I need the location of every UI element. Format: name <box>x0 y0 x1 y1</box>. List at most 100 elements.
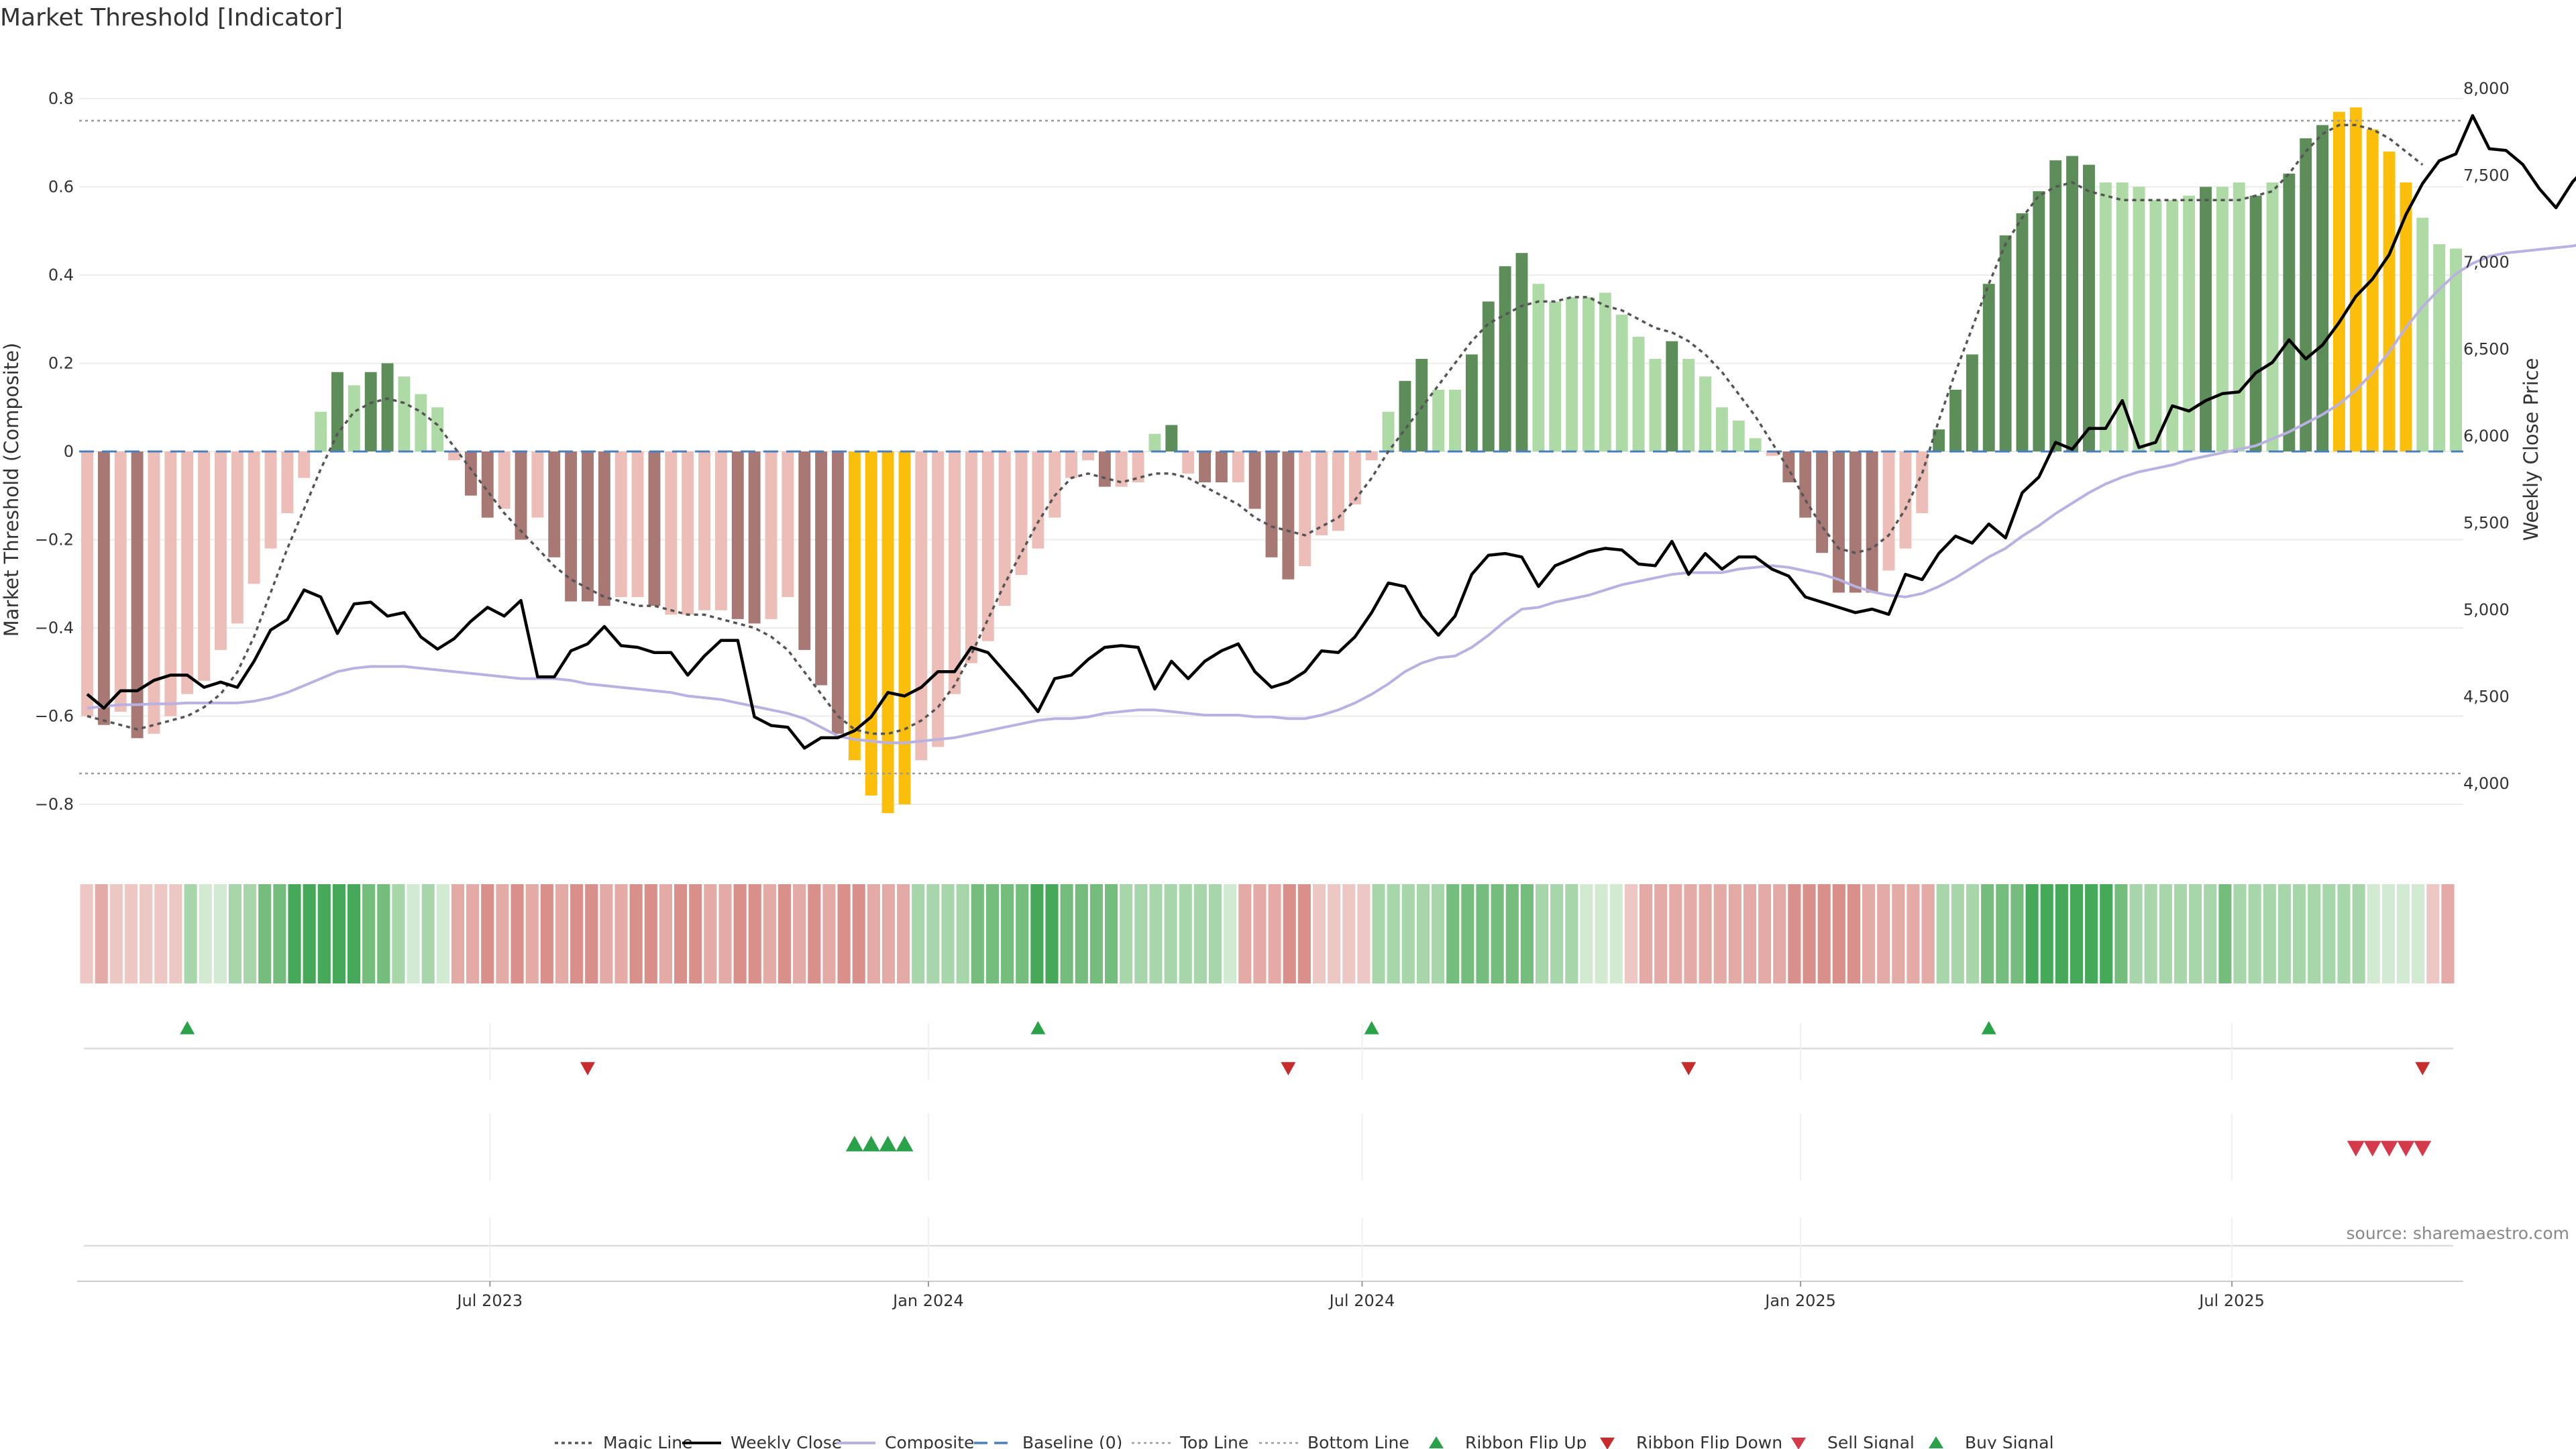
ribbon-cell <box>1134 884 1148 983</box>
ribbon-flip-up-marker <box>1981 1021 1996 1034</box>
composite-bar <box>248 451 260 584</box>
magic-line <box>87 123 2424 735</box>
composite-bar <box>832 451 844 734</box>
ribbon-cell <box>926 884 940 983</box>
ribbon-cell <box>2337 884 2351 983</box>
ribbon-cell <box>689 884 702 983</box>
ribbon-cell <box>1788 884 1801 983</box>
ribbon-cell <box>436 884 449 983</box>
ribbon-cell <box>511 884 524 983</box>
left-tick-label: −0.2 <box>35 531 74 549</box>
composite-bar <box>582 451 594 602</box>
composite-bar <box>1132 451 1144 483</box>
legend-label: Baseline (0) <box>1022 1433 1122 1449</box>
ribbon-cell <box>1253 884 1267 983</box>
ribbon-cell <box>1328 884 1341 983</box>
chart-title: Market Threshold [Indicator] <box>0 4 343 32</box>
legend-item: Buy Signal <box>1929 1433 2054 1449</box>
legend-item: Sell Signal <box>1791 1433 1915 1449</box>
legend-label: Weekly Close <box>731 1433 842 1449</box>
ribbon-cell <box>1297 884 1311 983</box>
composite-bar <box>1666 341 1678 451</box>
ribbon-cell <box>2055 884 2068 983</box>
legend-up-triangle-swatch <box>1929 1436 1943 1448</box>
composite-bar <box>2233 182 2245 451</box>
ribbon-cell <box>1862 884 1876 983</box>
composite-bar <box>2016 213 2029 451</box>
sell-signal-marker <box>2363 1140 2381 1157</box>
composite-bar <box>281 451 294 514</box>
composite-bar <box>2049 160 2062 452</box>
ribbon-cell <box>2263 884 2276 983</box>
composite-bar <box>782 451 794 597</box>
ribbon-cell <box>1817 884 1831 983</box>
composite-bar <box>1365 451 1378 461</box>
composite-bar <box>1465 354 1478 451</box>
ribbon-cell <box>2144 884 2157 983</box>
composite-bar <box>848 451 861 761</box>
composite-bar <box>2082 164 2095 451</box>
composite-bar <box>2300 138 2312 452</box>
ribbon-cell <box>1401 884 1415 983</box>
composite-bar <box>1832 451 1845 593</box>
ribbon-cell <box>1847 884 1860 983</box>
composite-bar <box>1432 389 1445 451</box>
ribbon-cell <box>2174 884 2188 983</box>
composite-bar <box>748 451 761 624</box>
composite-bar <box>1232 451 1244 483</box>
ribbon-cell <box>1238 884 1252 983</box>
composite-bar <box>1982 284 1995 451</box>
right-tick-label: 5,000 <box>2463 600 2510 619</box>
ribbon-flip-up-marker <box>180 1021 195 1034</box>
ribbon-cell <box>1268 884 1281 983</box>
composite-bar <box>682 451 694 615</box>
legend-label: Magic Line <box>603 1433 693 1449</box>
sell-signal-marker <box>2347 1140 2365 1157</box>
ribbon-cell <box>777 884 792 983</box>
composite-bar <box>214 451 227 650</box>
left-tick-label: 0.8 <box>48 89 74 108</box>
ribbon-cell <box>1045 884 1059 983</box>
ribbon-cell <box>154 884 168 983</box>
legend-label: Top Line <box>1179 1433 1248 1449</box>
composite-bar <box>347 385 360 451</box>
ribbon-cell <box>614 884 628 983</box>
ribbon-cell <box>763 884 776 983</box>
ribbon-flip-down-marker <box>1681 1062 1697 1075</box>
signal-markers <box>84 1021 2453 1278</box>
ribbon-cell <box>956 884 969 983</box>
composite-bar <box>2400 182 2412 451</box>
composite-bar <box>815 451 828 686</box>
ribbon-cell <box>555 884 569 983</box>
left-axis-title: Market Threshold (Composite) <box>0 343 23 637</box>
ribbon-flip-down-marker <box>580 1062 595 1075</box>
ribbon-cell <box>1224 884 1237 983</box>
composite-bar <box>114 451 127 712</box>
x-tick-label: Jul 2023 <box>456 1291 523 1310</box>
ribbon-cell <box>1981 884 1994 983</box>
composite-bar <box>1015 451 1028 576</box>
right-tick-label: 8,000 <box>2463 79 2510 98</box>
composite-bar <box>2116 182 2129 451</box>
right-tick-label: 6,000 <box>2463 427 2510 445</box>
ribbon-cell <box>95 884 108 983</box>
composite-bar <box>2283 173 2296 451</box>
ribbon-cell <box>2189 884 2202 983</box>
ribbon-cell <box>1476 884 1489 983</box>
composite-bar <box>898 451 911 804</box>
ribbon-cell <box>362 884 376 983</box>
x-tick-label: Jul 2024 <box>1328 1291 1395 1310</box>
ribbon-cell <box>897 884 910 983</box>
ribbon-cell <box>1921 884 1935 983</box>
ribbon-cell <box>629 884 643 983</box>
composite-bar <box>865 451 877 796</box>
ribbon-cell <box>377 884 390 983</box>
ribbon-cell <box>1936 884 1949 983</box>
composite-bar <box>2450 248 2462 451</box>
ribbon-cell <box>1713 884 1727 983</box>
composite-bar <box>2383 151 2396 451</box>
legend-item: Top Line <box>1132 1433 1248 1449</box>
composite-bar <box>381 363 394 451</box>
composite-bar <box>1966 354 1978 451</box>
